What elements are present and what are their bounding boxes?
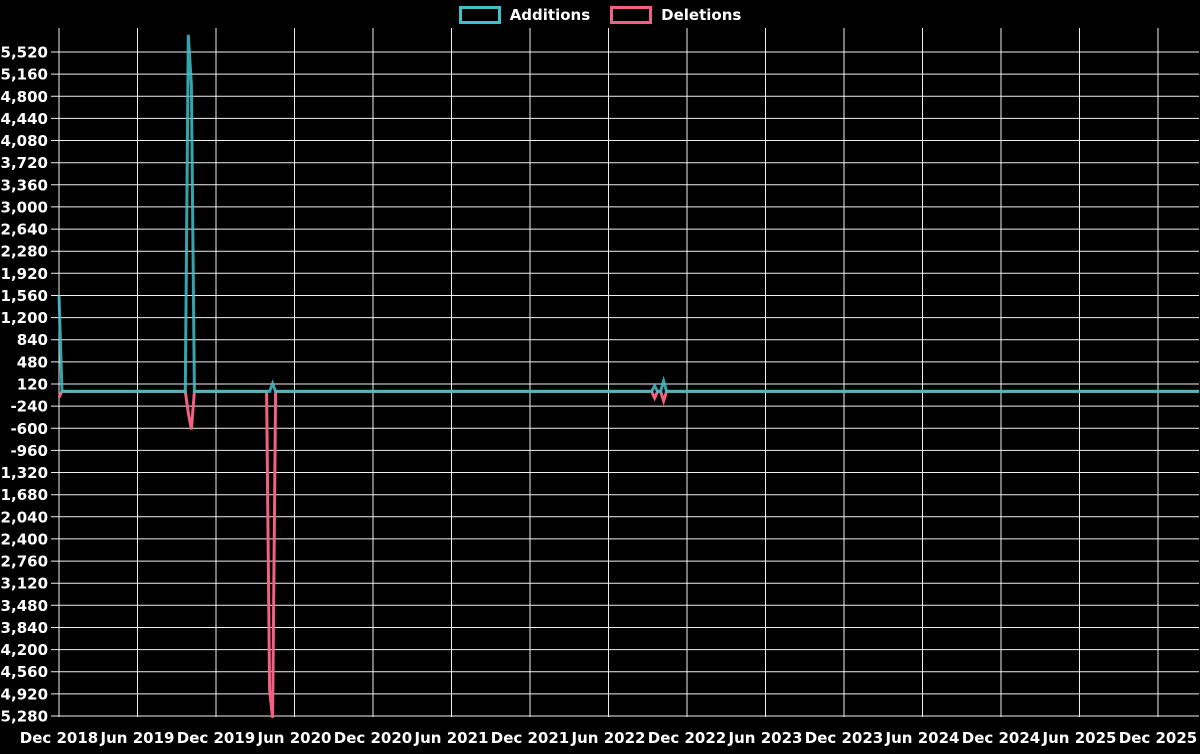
y-tick-label: -1,320: [0, 464, 48, 482]
y-tick-label: -3,840: [0, 619, 48, 637]
y-tick-label: 2,280: [1, 243, 48, 261]
y-tick-label: -5,280: [0, 708, 48, 726]
y-tick-label: -960: [10, 442, 48, 460]
x-tick-label: Jun 2019: [100, 729, 175, 747]
x-tick-label: Dec 2019: [177, 729, 256, 747]
y-tick-label: 4,440: [1, 110, 48, 128]
y-tick-label: 4,800: [1, 88, 48, 106]
y-tick-label: 840: [17, 331, 48, 349]
y-tick-label: 5,520: [1, 44, 48, 62]
legend-label-additions: Additions: [509, 5, 591, 24]
y-tick-label: 1,560: [1, 287, 48, 305]
x-tick-label: Dec 2023: [805, 729, 884, 747]
y-tick-label: 5,160: [1, 66, 48, 84]
x-tick-label: Jun 2020: [257, 729, 332, 747]
y-tick-label: -4,560: [0, 663, 48, 681]
y-tick-label: 1,920: [1, 265, 48, 283]
grid: [51, 28, 1199, 717]
y-axis-labels: 5,520 5,160 4,800 4,440 4,080 3,720 3,360 3,000…: [0, 44, 48, 726]
legend-label-deletions: Deletions: [661, 5, 742, 24]
series-lines: [57, 34, 1199, 718]
y-tick-label: 480: [17, 353, 48, 371]
x-tick-label: Dec 2021: [491, 729, 570, 747]
x-tick-label: Jun 2022: [571, 729, 646, 747]
x-tick-label: Dec 2022: [648, 729, 727, 747]
additions-line: [57, 34, 1199, 393]
x-tick-label: Jun 2023: [728, 729, 803, 747]
y-tick-label: 3,000: [1, 198, 48, 216]
y-tick-label: -600: [10, 420, 48, 438]
legend-item-deletions[interactable]: Deletions: [610, 6, 741, 24]
legend-item-additions[interactable]: Additions: [458, 5, 591, 24]
deletions-swatch-icon: [610, 6, 653, 24]
y-tick-label: -2,760: [0, 553, 48, 571]
x-tick-label: Dec 2020: [334, 729, 413, 747]
x-tick-label: Dec 2024: [962, 729, 1041, 747]
y-tick-label: -4,200: [0, 641, 48, 659]
chart-legend: Additions Deletions: [0, 6, 1200, 24]
additions-swatch-icon: [458, 6, 501, 24]
y-tick-label: 3,360: [1, 176, 48, 194]
y-tick-label: -3,480: [0, 597, 48, 615]
y-tick-label: 2,640: [1, 221, 48, 239]
y-tick-label: 1,200: [1, 309, 48, 327]
y-tick-label: -240: [10, 398, 48, 416]
x-tick-label: Jun 2021: [414, 729, 489, 747]
y-tick-label: 120: [17, 376, 48, 394]
y-tick-label: -2,040: [0, 508, 48, 526]
x-axis-labels: Dec 2018 Jun 2019 Dec 2019 Jun 2020 Dec 2020…: [20, 729, 1198, 747]
x-tick-label: Dec 2025: [1119, 729, 1198, 747]
y-tick-label: -1,680: [0, 486, 48, 504]
y-tick-label: -3,120: [0, 575, 48, 593]
y-tick-label: -2,400: [0, 530, 48, 548]
y-tick-label: 4,080: [1, 132, 48, 150]
y-tick-label: -4,920: [0, 685, 48, 703]
deletions-line: [57, 389, 1199, 718]
x-tick-label: Jun 2025: [1042, 729, 1117, 747]
x-tick-label: Jun 2024: [885, 729, 960, 747]
y-tick-label: 3,720: [1, 154, 48, 172]
x-tick-label: Dec 2018: [20, 729, 99, 747]
